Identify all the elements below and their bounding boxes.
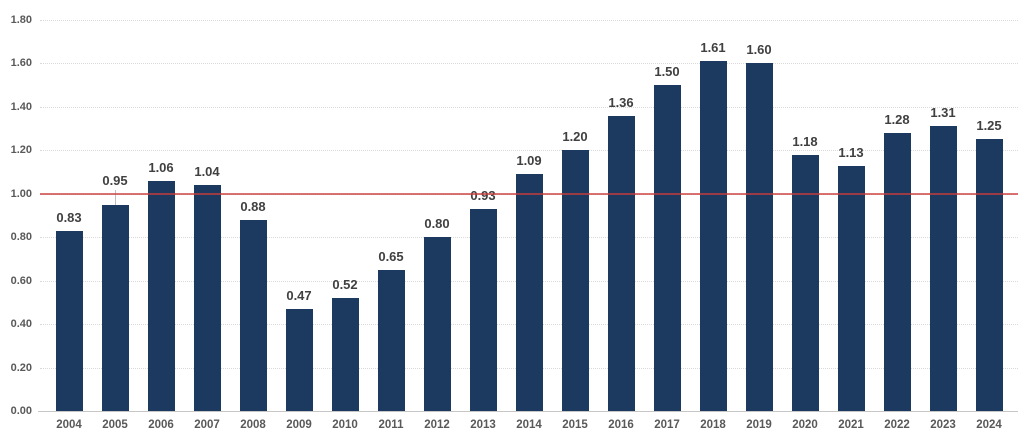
bar-value-label-2020: 1.18 — [792, 133, 818, 149]
reference-line — [40, 192, 1018, 195]
x-axis-tick-label-2006: 2006 — [148, 419, 174, 431]
y-axis-tick-label: 0.20 — [10, 361, 32, 374]
bar-value-label-2024: 1.25 — [976, 118, 1002, 134]
x-axis-tick-label-2020: 2020 — [792, 419, 818, 431]
bar-value-label-2017: 1.50 — [654, 64, 680, 80]
x-axis-baseline — [38, 411, 1018, 412]
bar-2010 — [331, 298, 359, 411]
bar-2007 — [193, 185, 221, 411]
bar-2014 — [515, 174, 543, 411]
bar-value-label-2004: 0.83 — [56, 209, 82, 225]
bar-value-label-2023: 1.31 — [930, 105, 956, 121]
y-axis-tick-label: 0.80 — [10, 231, 32, 244]
bar-value-label-2011: 0.65 — [378, 248, 404, 264]
bar-2017 — [653, 85, 681, 411]
x-axis-tick-label-2009: 2009 — [286, 419, 312, 431]
x-axis-tick-label-2005: 2005 — [102, 419, 128, 431]
bar-2011 — [377, 269, 405, 411]
bar-value-label-2018: 1.61 — [700, 40, 726, 56]
bar-2023 — [929, 126, 957, 411]
x-axis-tick-label-2010: 2010 — [332, 419, 358, 431]
x-axis-tick-label-2018: 2018 — [700, 419, 726, 431]
bar-2022 — [883, 132, 911, 411]
x-axis-tick-label-2021: 2021 — [838, 419, 864, 431]
bar-value-label-2013: 0.93 — [470, 187, 496, 203]
bar-2024 — [975, 139, 1003, 411]
gridline-1.20 — [40, 150, 1018, 152]
y-axis-tick-label: 0.00 — [10, 405, 32, 417]
x-axis-tick-label-2011: 2011 — [378, 419, 404, 431]
y-axis-tick-label: 0.40 — [10, 318, 32, 331]
bar-2012 — [423, 237, 451, 411]
bar-value-label-2008: 0.88 — [240, 198, 266, 214]
bar-value-label-2005: 0.95 — [102, 172, 128, 188]
x-axis-tick-label-2019: 2019 — [746, 419, 772, 431]
bar-value-label-2014: 1.09 — [516, 153, 542, 169]
x-axis-tick-label-2008: 2008 — [240, 419, 266, 431]
bar-2018 — [699, 61, 727, 411]
bar-value-label-2022: 1.28 — [884, 111, 910, 127]
x-axis-tick-label-2013: 2013 — [470, 419, 496, 431]
bar-2019 — [745, 63, 773, 411]
y-axis-tick-label: 1.80 — [10, 14, 32, 26]
gridline-1.80 — [40, 20, 1018, 21]
y-axis-tick-label: 1.40 — [10, 100, 32, 113]
bar-value-label-2007: 1.04 — [194, 164, 220, 180]
y-axis-tick-label: 1.60 — [10, 57, 32, 70]
bar-value-label-2021: 1.13 — [838, 144, 864, 160]
x-axis-tick-label-2007: 2007 — [194, 419, 220, 431]
bar-2021 — [837, 165, 865, 411]
y-axis-tick-label: 1.00 — [10, 187, 32, 200]
bar-2006 — [147, 180, 175, 411]
x-axis-tick-label-2004: 2004 — [56, 419, 82, 431]
bar-2008 — [239, 219, 267, 411]
gridline-1.60 — [40, 63, 1018, 65]
bar-2005 — [101, 204, 129, 411]
y-axis-tick-label: 1.20 — [10, 144, 32, 157]
x-axis-tick-label-2014: 2014 — [516, 419, 542, 431]
bar-2004 — [55, 230, 83, 411]
y-axis-tick-label: 0.60 — [10, 274, 32, 287]
bar-value-label-2006: 1.06 — [148, 159, 174, 175]
x-axis-tick-label-2022: 2022 — [884, 419, 910, 431]
x-axis-tick-label-2015: 2015 — [562, 419, 588, 431]
x-axis-tick-label-2012: 2012 — [424, 419, 450, 431]
bar-value-label-2015: 1.20 — [562, 129, 588, 145]
bar-2009 — [285, 308, 313, 411]
bar-2013 — [469, 208, 497, 411]
data-label-leader-line — [114, 189, 116, 205]
bar-value-label-2019: 1.60 — [746, 42, 772, 58]
bar-value-label-2016: 1.36 — [608, 94, 634, 110]
bar-2020 — [791, 154, 819, 411]
bar-2016 — [607, 115, 635, 411]
bar-2015 — [561, 150, 589, 411]
gridline-1.40 — [40, 106, 1018, 108]
bar-value-label-2010: 0.52 — [332, 277, 358, 293]
x-axis-tick-label-2024: 2024 — [976, 419, 1002, 431]
bar-value-label-2012: 0.80 — [424, 216, 450, 232]
x-axis-tick-label-2016: 2016 — [608, 419, 634, 431]
x-axis-tick-label-2023: 2023 — [930, 419, 956, 431]
x-axis-tick-label-2017: 2017 — [654, 419, 680, 431]
bar-value-label-2009: 0.47 — [286, 287, 312, 303]
